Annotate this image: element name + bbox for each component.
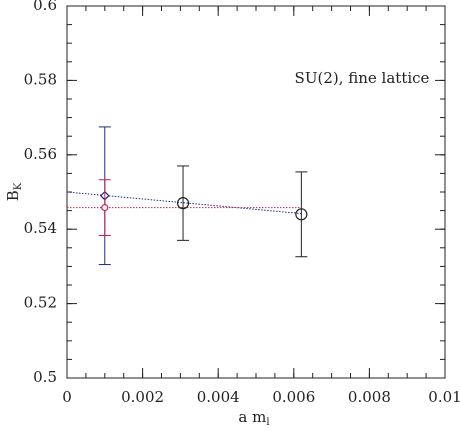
y-tick-label: 0.54 bbox=[24, 219, 57, 237]
x-tick-label: 0 bbox=[62, 388, 72, 406]
point bbox=[295, 208, 308, 221]
error-bar bbox=[295, 171, 308, 258]
x-label-main: a m bbox=[238, 408, 266, 426]
y-axis-label: BK bbox=[4, 182, 24, 201]
x-axis-label: a ml bbox=[238, 408, 269, 428]
x-tick-label: 0.004 bbox=[197, 388, 240, 406]
x-tick-label: 0.002 bbox=[121, 388, 164, 406]
y-tick-label: 0.58 bbox=[24, 70, 57, 88]
point bbox=[176, 197, 190, 210]
y-tick-label: 0.6 bbox=[33, 0, 57, 14]
y-label-main: B bbox=[4, 190, 22, 201]
y-label-sub: K bbox=[13, 182, 24, 190]
point bbox=[101, 204, 109, 212]
annotation: SU(2), fine lattice bbox=[295, 69, 430, 87]
y-tick-label: 0.52 bbox=[24, 294, 57, 312]
x-label-sub: l bbox=[266, 417, 269, 428]
y-tick-label: 0.5 bbox=[33, 368, 57, 386]
x-tick-label: 0.006 bbox=[272, 388, 315, 406]
y-tick-label: 0.56 bbox=[24, 145, 57, 163]
x-tick-label: 0.008 bbox=[348, 388, 391, 406]
x-tick-label: 0.01 bbox=[428, 388, 460, 406]
error-bar bbox=[177, 165, 190, 241]
plot-frame bbox=[66, 5, 446, 379]
